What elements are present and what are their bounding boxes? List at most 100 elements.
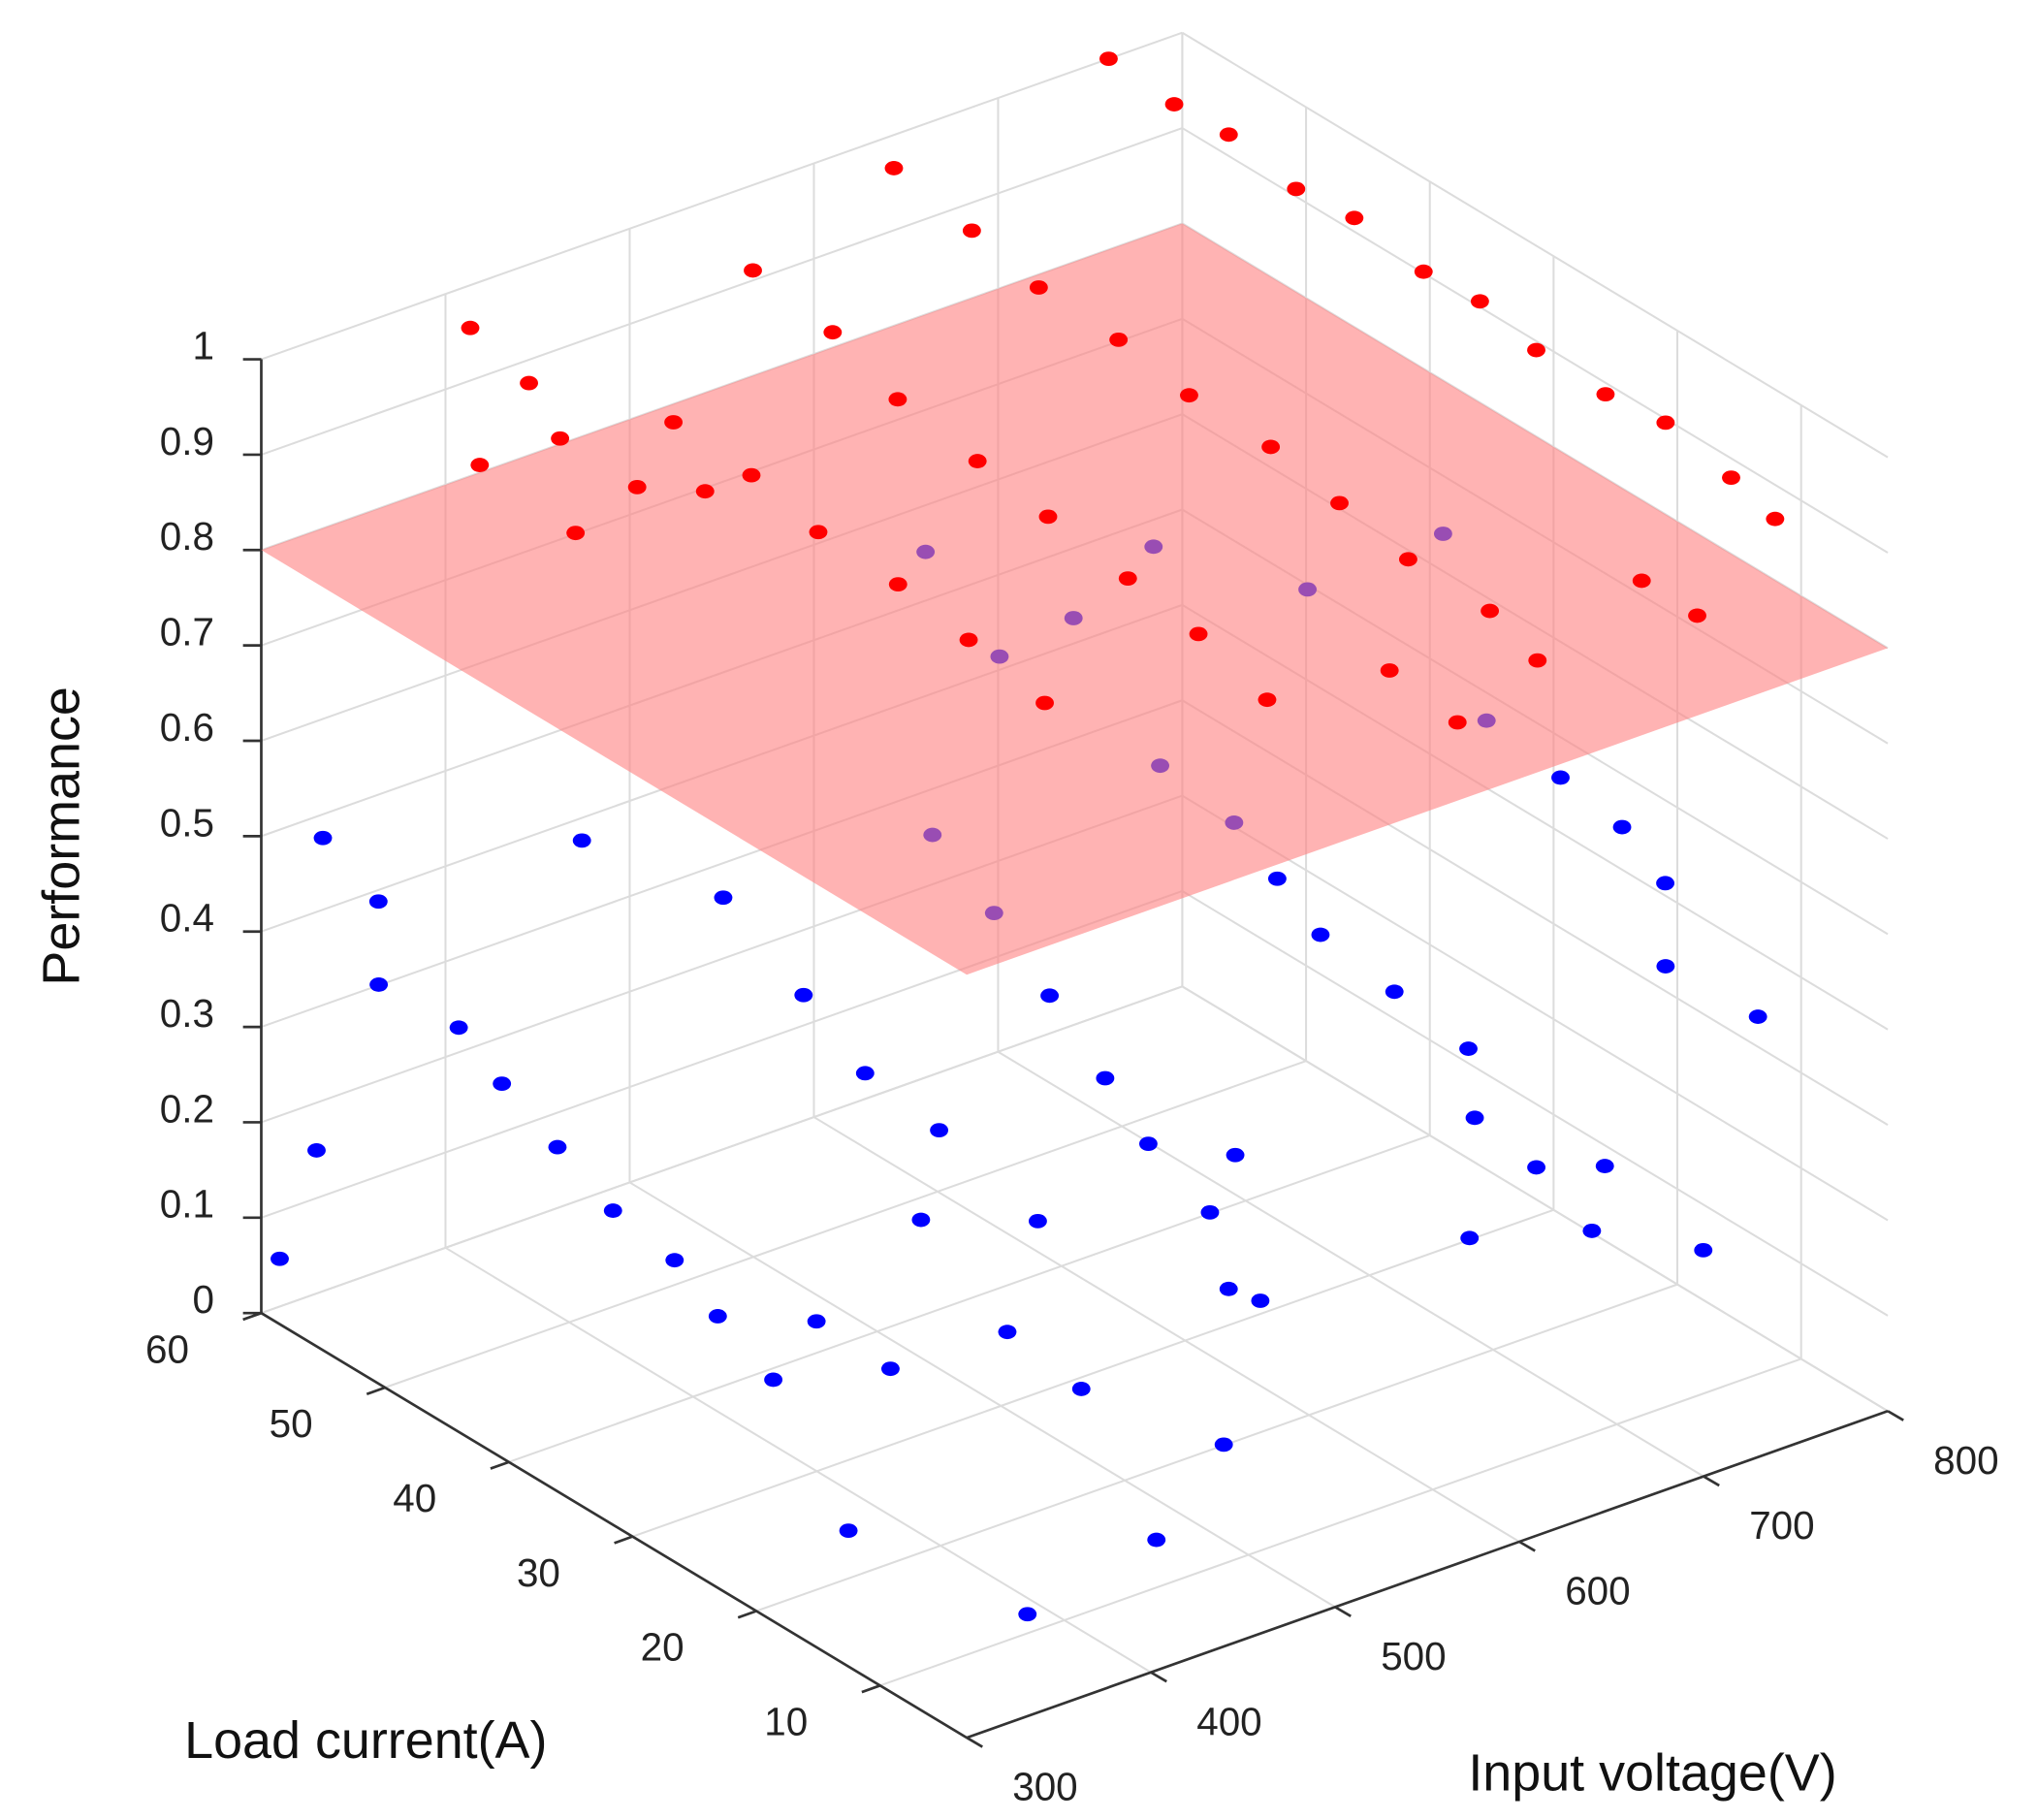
- y-tick-label: 50: [270, 1401, 313, 1446]
- tick-mark: [490, 1460, 510, 1470]
- data-point: [1414, 264, 1433, 279]
- grid-line: [1181, 127, 1889, 554]
- grid-line: [879, 1357, 1802, 1687]
- data-point: [1040, 988, 1060, 1004]
- data-point: [962, 223, 981, 239]
- x-tick-label: 700: [1749, 1503, 1814, 1548]
- z-tick-label: 0.1: [160, 1182, 214, 1227]
- data-point: [1460, 1230, 1480, 1246]
- z-tick-label: 0.6: [160, 705, 214, 750]
- x-tick-label: 600: [1565, 1569, 1630, 1613]
- x-tick-label: 800: [1933, 1438, 1998, 1483]
- grid-line: [384, 1060, 1307, 1389]
- data-point: [742, 467, 761, 483]
- data-point: [911, 1212, 931, 1228]
- y-tick-label: 10: [764, 1699, 808, 1743]
- data-point: [548, 1139, 567, 1155]
- data-point: [1398, 552, 1417, 567]
- data-point: [627, 479, 647, 495]
- data-point: [449, 1020, 468, 1036]
- data-point: [1596, 387, 1615, 402]
- data-point: [1219, 127, 1238, 143]
- grid-line: [812, 1116, 1520, 1543]
- data-point: [888, 392, 908, 407]
- tick-mark: [966, 1736, 983, 1748]
- data-point: [1595, 1159, 1614, 1173]
- data-point: [884, 161, 904, 176]
- z-tick-label: 0.3: [160, 991, 214, 1036]
- tick-mark: [861, 1684, 881, 1694]
- data-point: [1612, 819, 1632, 835]
- y-tick-label: 30: [517, 1550, 560, 1595]
- x-tick-label: 500: [1381, 1634, 1446, 1678]
- data-point: [1200, 1204, 1220, 1220]
- grid-line: [1181, 31, 1889, 459]
- grid-line: [261, 127, 1183, 456]
- data-point: [1096, 1070, 1115, 1086]
- data-point: [930, 1123, 949, 1138]
- data-point: [461, 320, 480, 335]
- y-tick-label: 20: [641, 1625, 685, 1670]
- z-tick-label: 0.8: [160, 514, 214, 559]
- data-point: [1109, 332, 1129, 347]
- z-tick-label: 0.5: [160, 800, 214, 845]
- data-point: [1147, 1532, 1166, 1548]
- data-point: [368, 894, 388, 910]
- data-point: [271, 1251, 289, 1266]
- data-point: [307, 1143, 326, 1158]
- data-point: [1251, 1293, 1270, 1308]
- data-point: [1465, 1110, 1484, 1126]
- data-point: [1219, 1281, 1238, 1296]
- data-point: [839, 1523, 858, 1539]
- data-point: [714, 890, 733, 906]
- data-point: [1180, 388, 1198, 403]
- data-point: [794, 987, 813, 1003]
- z-tick-label: 0: [192, 1277, 213, 1322]
- data-point: [1028, 1213, 1047, 1229]
- grid-line: [1181, 985, 1889, 1413]
- z-tick-label: 0.9: [160, 419, 214, 463]
- data-point: [369, 977, 389, 992]
- data-point: [1656, 959, 1675, 974]
- data-point: [1138, 1136, 1158, 1152]
- data-point: [1528, 653, 1547, 668]
- data-point: [1214, 1437, 1233, 1453]
- data-point: [520, 375, 538, 391]
- data-point: [1551, 770, 1570, 785]
- data-point: [1226, 1147, 1245, 1163]
- data-point: [1267, 871, 1287, 886]
- y-axis-label: Load current(A): [184, 1711, 547, 1770]
- y-tick-label: 60: [145, 1326, 189, 1371]
- data-point: [1345, 210, 1364, 226]
- data-point: [959, 632, 978, 648]
- x-tick-label: 400: [1196, 1699, 1261, 1743]
- z-tick-label: 0.4: [160, 896, 214, 941]
- data-point: [1029, 280, 1048, 295]
- data-point: [1038, 509, 1058, 525]
- data-point: [313, 830, 333, 846]
- data-point: [1385, 984, 1404, 1000]
- data-point: [566, 526, 586, 541]
- data-point: [572, 833, 591, 848]
- grid-line: [1181, 890, 1889, 1317]
- z-tick-label: 0.7: [160, 610, 214, 655]
- data-point: [1527, 1160, 1546, 1175]
- z-axis-label: Performance: [33, 686, 91, 985]
- data-point: [764, 1372, 783, 1388]
- data-point: [809, 525, 828, 540]
- data-point: [1261, 439, 1281, 455]
- data-point: [807, 1314, 826, 1329]
- tick-mark: [1703, 1475, 1720, 1487]
- data-point: [493, 1076, 512, 1092]
- data-point: [1380, 663, 1399, 678]
- data-point: [470, 458, 490, 472]
- data-point: [1099, 51, 1118, 67]
- data-point: [1287, 181, 1306, 197]
- data-point: [665, 1253, 685, 1268]
- data-point: [1018, 1607, 1037, 1622]
- data-point: [1748, 1009, 1767, 1024]
- data-point: [1164, 97, 1184, 112]
- y-tick-label: 40: [393, 1476, 436, 1520]
- data-point: [1118, 571, 1137, 587]
- tick-mark: [737, 1610, 757, 1619]
